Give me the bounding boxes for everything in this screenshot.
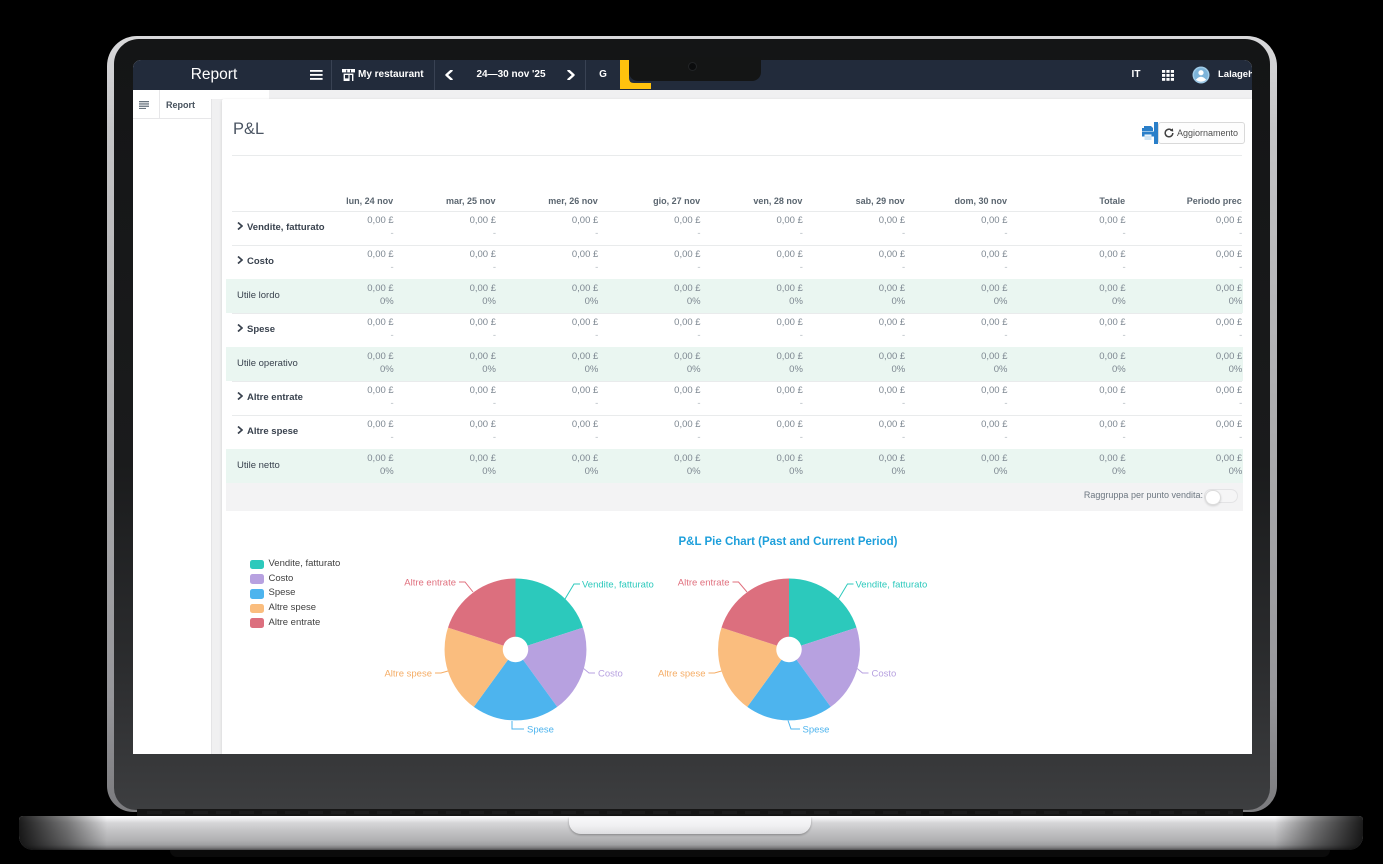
svg-text:Costo: Costo xyxy=(598,669,623,680)
svg-text:Spese: Spese xyxy=(527,725,554,736)
svg-text:Spese: Spese xyxy=(803,725,830,736)
svg-text:Vendite, fatturato: Vendite, fatturato xyxy=(856,580,928,591)
svg-text:Costo: Costo xyxy=(872,669,897,680)
svg-text:Altre spese: Altre spese xyxy=(658,669,706,680)
svg-text:Altre spese: Altre spese xyxy=(384,669,432,680)
svg-text:Vendite, fatturato: Vendite, fatturato xyxy=(582,580,654,591)
svg-text:Altre entrate: Altre entrate xyxy=(678,578,730,589)
svg-text:Altre entrate: Altre entrate xyxy=(404,578,456,589)
